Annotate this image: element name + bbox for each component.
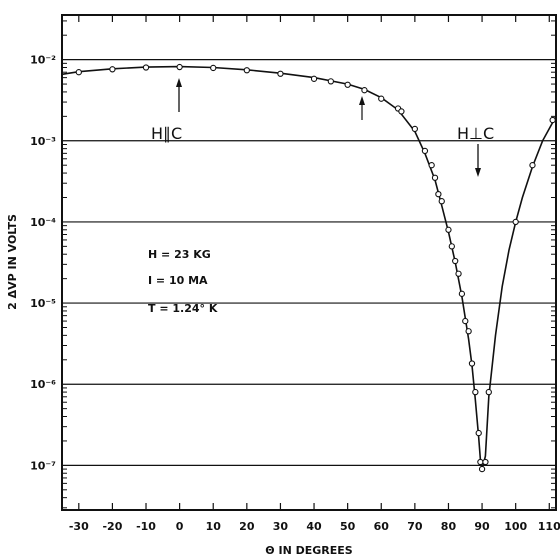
- data-point: [438, 198, 445, 205]
- x-tick-labels: -30 -20 -10 0 10 20 30 40 50 60 70 80 90 100 110: [69, 520, 560, 533]
- x-tick-label: 40: [306, 520, 322, 533]
- data-point: [485, 388, 492, 396]
- data-point: [243, 67, 250, 74]
- data-point: [472, 388, 479, 396]
- data-point: [378, 95, 385, 102]
- data-point: [475, 429, 482, 437]
- data-point: [512, 218, 519, 226]
- data-point: [477, 458, 484, 466]
- data-point: [529, 162, 536, 169]
- data-point: [327, 78, 334, 85]
- plot-frame: [61, 14, 557, 511]
- data-point: [448, 243, 455, 250]
- x-tick-label: -10: [136, 520, 156, 533]
- data-point: [455, 270, 462, 277]
- data-point: [478, 465, 486, 473]
- data-point: [277, 70, 284, 77]
- x-tick-label: -30: [69, 520, 89, 533]
- data-point: [176, 63, 183, 71]
- annotation-temperature: T = 1.24° K: [148, 302, 218, 315]
- x-tick-label: 70: [407, 520, 423, 533]
- grid-lines: [62, 59, 556, 466]
- data-points: [75, 63, 556, 473]
- data-point: [411, 125, 419, 133]
- arrow-midpoint: [359, 96, 365, 120]
- x-tick-label: 30: [273, 520, 289, 533]
- x-tick-label: 100: [504, 520, 527, 533]
- x-tick-label: 60: [374, 520, 390, 533]
- y-tick-label: 10⁻⁵: [30, 297, 56, 310]
- arrow-h-perp-c: [475, 144, 481, 177]
- y-tick-label: 10⁻³: [30, 135, 56, 148]
- annotation-field: H = 23 KG: [148, 248, 211, 261]
- annotation-h-parallel-c: H∥C: [151, 124, 182, 143]
- data-point: [210, 64, 217, 72]
- x-tick-label: 50: [340, 520, 356, 533]
- y-tick-label: 10⁻⁷: [30, 459, 56, 472]
- data-point: [344, 81, 351, 88]
- x-tick-label: 90: [474, 520, 490, 533]
- data-point: [468, 360, 476, 367]
- data-point: [361, 87, 368, 94]
- data-point: [109, 66, 116, 73]
- x-tick-label: 20: [239, 520, 255, 533]
- data-point: [428, 162, 435, 169]
- data-point: [549, 116, 556, 124]
- data-point: [458, 290, 466, 297]
- y-tick-labels: 10⁻² 10⁻³ 10⁻⁴ 10⁻⁵ 10⁻⁶ 10⁻⁷: [30, 54, 56, 473]
- x-tick-label: 0: [176, 520, 184, 533]
- y-axis-title: 2 ΔVP IN VOLTS: [6, 214, 19, 310]
- x-tick-label: 110: [538, 520, 560, 533]
- data-point: [142, 64, 150, 71]
- data-point: [445, 226, 452, 233]
- data-point: [465, 328, 472, 335]
- data-point: [431, 174, 439, 181]
- annotation-h-perp-c: H⊥C: [457, 124, 494, 143]
- data-point: [398, 108, 405, 115]
- data-point: [482, 458, 489, 466]
- y-tick-label: 10⁻²: [30, 54, 56, 67]
- y-tick-label: 10⁻⁶: [30, 378, 56, 391]
- x-axis-title: Θ IN DEGREES: [265, 544, 352, 557]
- data-point: [452, 257, 459, 265]
- data-point: [462, 317, 469, 325]
- arrow-h-parallel-c: [176, 78, 182, 112]
- data-point: [75, 69, 82, 76]
- y-tick-label: 10⁻⁴: [30, 216, 56, 229]
- x-tick-label: 80: [441, 520, 457, 533]
- x-ticks: [78, 15, 550, 510]
- data-point: [421, 147, 429, 155]
- data-point: [435, 190, 442, 198]
- x-tick-label: -20: [102, 520, 122, 533]
- data-point: [310, 75, 318, 82]
- x-tick-label: 10: [206, 520, 222, 533]
- y-minor-ticks: [62, 20, 556, 509]
- annotation-current: I = 10 MA: [148, 274, 208, 287]
